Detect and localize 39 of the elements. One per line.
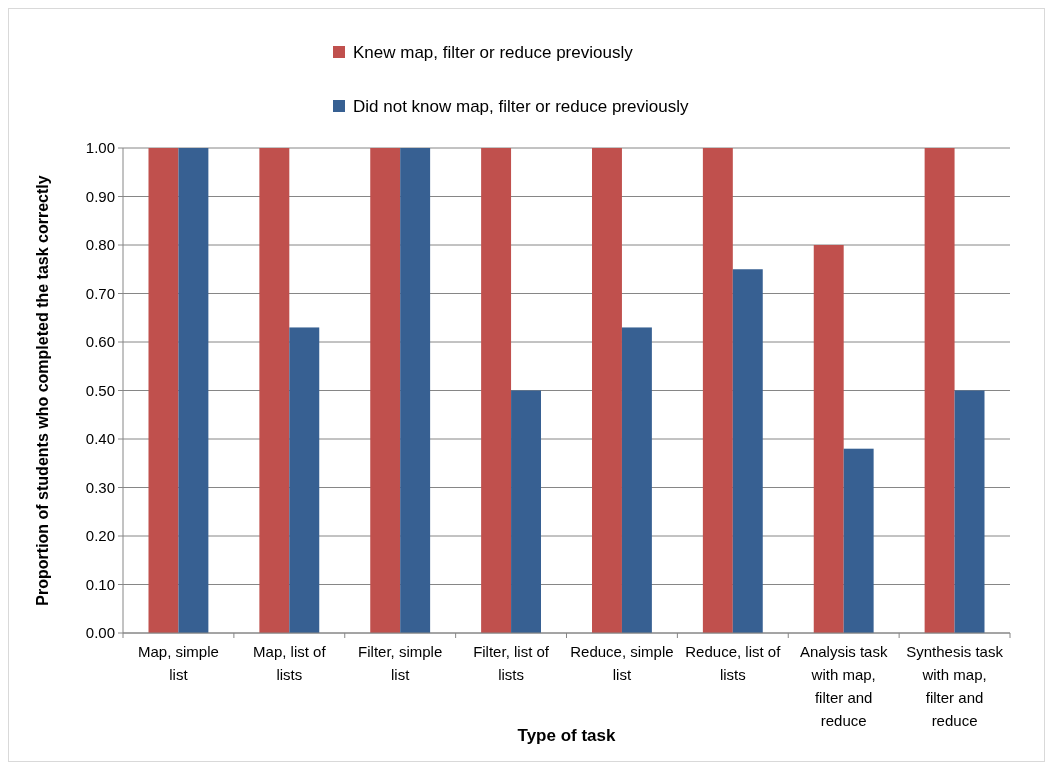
bar — [178, 148, 209, 633]
bar — [924, 148, 955, 633]
y-tick-label: 0.40 — [85, 430, 115, 448]
y-tick-label: 0.30 — [85, 478, 115, 496]
bar — [148, 148, 179, 633]
bar — [400, 148, 431, 633]
x-tick-label: Reduce, list of lists — [685, 643, 782, 683]
x-tick-label: Map, list of lists — [253, 643, 327, 683]
y-tick-label: 0.50 — [85, 381, 115, 399]
x-tick-label: Filter, list of lists — [473, 643, 550, 683]
bar — [511, 390, 541, 633]
x-tick-label: Synthesis task with map, filter and reduce — [906, 643, 1004, 729]
bar — [592, 148, 622, 633]
y-axis-title: Proportion of students who completed the task correctly — [34, 175, 51, 606]
x-tick-label: Map, simple list — [138, 643, 219, 683]
bar — [481, 148, 512, 633]
y-tick-label: 0.10 — [85, 575, 115, 593]
bar — [732, 269, 763, 633]
y-tick-label: 0.20 — [85, 527, 115, 545]
bar — [370, 148, 401, 633]
x-tick-label: Filter, simple list — [358, 643, 443, 683]
bar — [954, 390, 985, 633]
bar — [621, 327, 652, 633]
y-tick-label: 0.00 — [85, 624, 115, 642]
legend-label: Knew map, filter or reduce previously — [353, 43, 634, 62]
y-tick-label: 0.90 — [85, 187, 115, 205]
bar — [843, 448, 874, 633]
y-tick-label: 0.70 — [85, 284, 115, 302]
x-axis-title: Type of task — [517, 726, 617, 745]
y-tick-label: 0.60 — [85, 333, 115, 351]
y-tick-label: 0.80 — [85, 236, 115, 254]
bar — [259, 148, 290, 633]
y-tick-label: 1.00 — [85, 139, 115, 157]
bar — [289, 327, 320, 633]
x-tick-label: Reduce, simple list — [570, 643, 674, 683]
bar — [813, 245, 844, 633]
bar — [702, 148, 733, 633]
x-tick-label: Analysis task with map, filter and reduce — [799, 643, 888, 729]
legend-label: Did not know map, filter or reduce previously — [353, 97, 689, 116]
